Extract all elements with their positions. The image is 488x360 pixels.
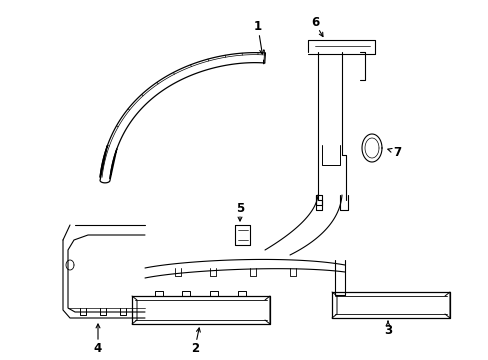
Text: 1: 1 xyxy=(253,21,262,33)
Text: 5: 5 xyxy=(235,202,244,215)
Text: 6: 6 xyxy=(310,17,319,30)
Text: 7: 7 xyxy=(392,145,400,158)
Text: 4: 4 xyxy=(94,342,102,355)
Text: 2: 2 xyxy=(190,342,199,355)
Text: 3: 3 xyxy=(383,324,391,337)
